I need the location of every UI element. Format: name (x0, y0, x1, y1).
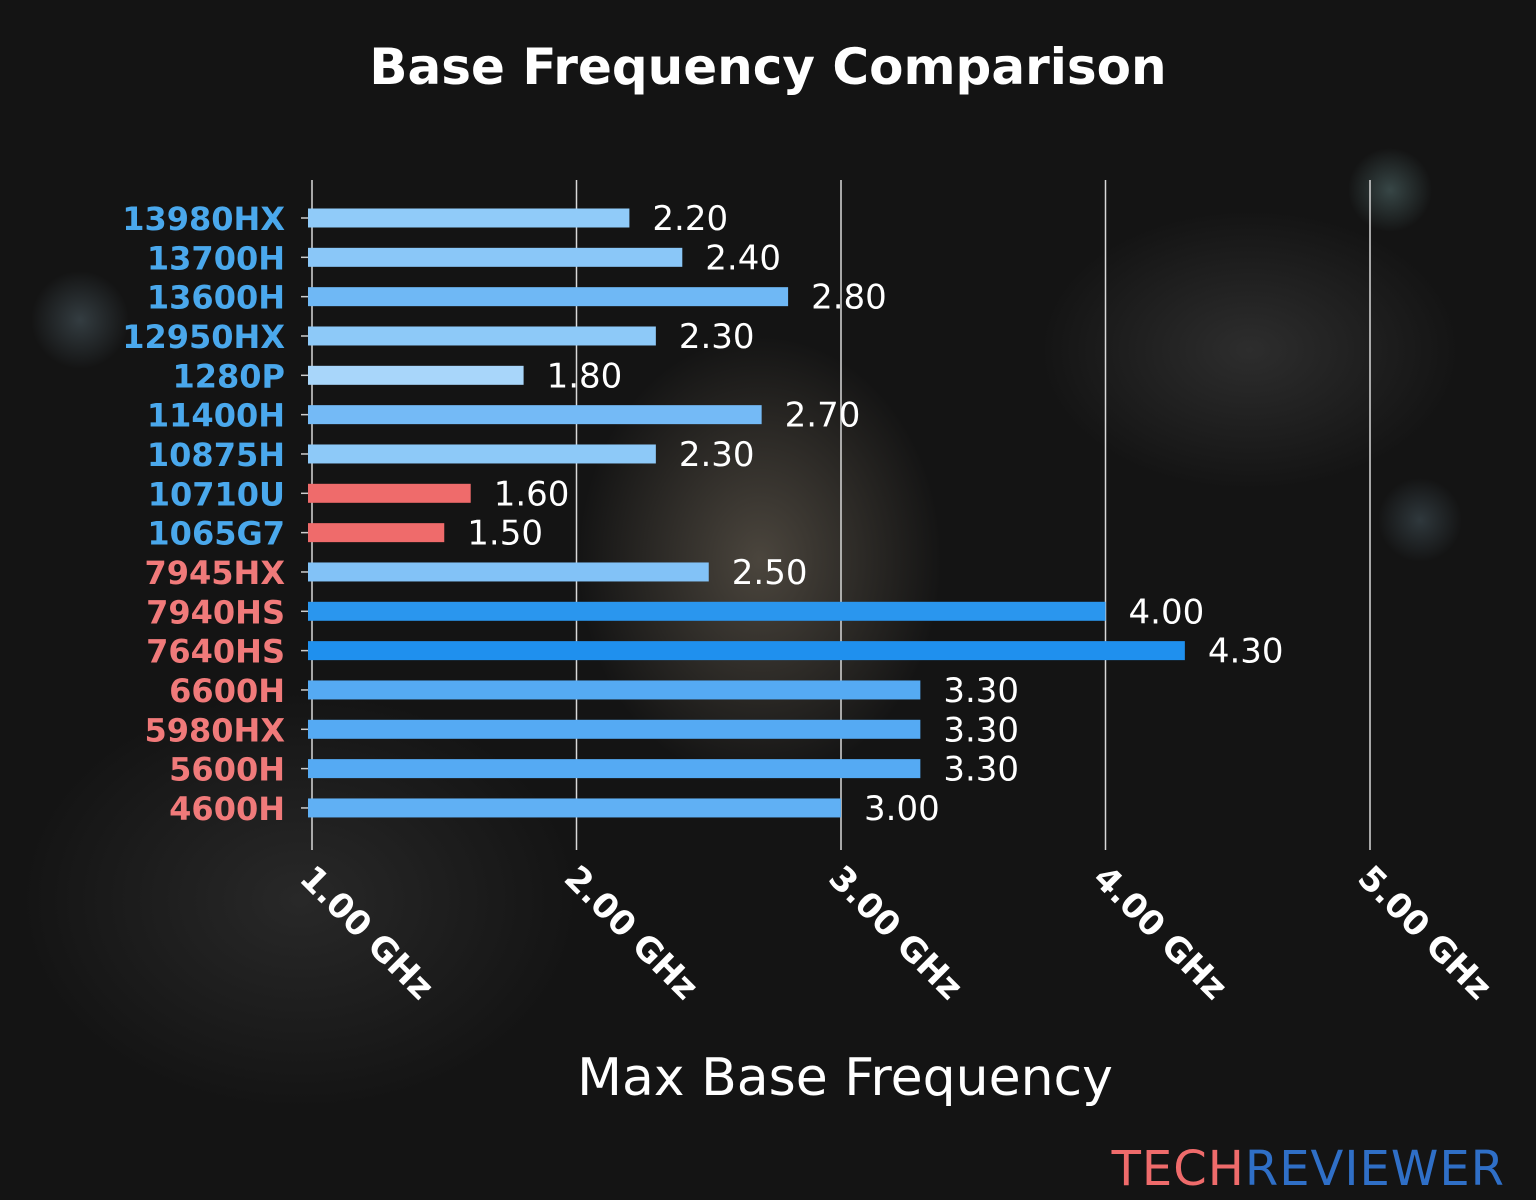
bar (308, 759, 921, 779)
category-label: 12950HX (122, 318, 285, 356)
category-label: 13600H (147, 279, 285, 317)
value-label: 3.30 (943, 710, 1019, 750)
category-label: 1280P (172, 357, 285, 395)
category-label: 13700H (147, 239, 285, 277)
bar (308, 247, 683, 267)
category-label: 10875H (147, 436, 285, 474)
value-label: 3.30 (943, 750, 1019, 790)
logo-reviewer: REVIEWER (1245, 1141, 1505, 1197)
category-label: 5980HX (144, 711, 285, 749)
x-axis-label: Max Base Frequency (577, 1048, 1113, 1108)
x-tick-label: 5.00 GHz (1350, 858, 1500, 1008)
value-label: 2.30 (679, 317, 755, 357)
chart-title: Base Frequency Comparison (369, 38, 1166, 96)
bar (308, 444, 656, 464)
bar (308, 405, 762, 425)
value-label: 3.30 (943, 671, 1019, 711)
bar (308, 719, 921, 739)
bar (308, 641, 1185, 661)
category-label: 4600H (169, 790, 285, 828)
value-label: 2.40 (705, 238, 781, 278)
bar (308, 798, 841, 818)
techreviewer-logo: TECHREVIEWER (1111, 1141, 1505, 1197)
category-label: 7940HS (146, 593, 285, 631)
category-label: 11400H (147, 397, 285, 435)
value-label: 3.00 (864, 789, 940, 829)
value-label: 4.30 (1208, 632, 1284, 672)
value-label: 2.70 (785, 396, 861, 436)
value-label: 2.80 (811, 278, 887, 318)
value-label: 1.80 (547, 356, 623, 396)
category-label: 13980HX (122, 200, 285, 238)
category-label: 7945HX (144, 554, 285, 592)
bar (308, 601, 1106, 621)
value-label: 2.30 (679, 435, 755, 475)
value-label: 4.00 (1129, 592, 1205, 632)
category-label: 10710U (148, 475, 285, 513)
category-label: 7640HS (146, 633, 285, 671)
bar (308, 287, 789, 307)
bar (308, 680, 921, 700)
bar (308, 523, 445, 543)
bar (308, 208, 630, 228)
value-label: 2.50 (732, 553, 808, 593)
bar (308, 562, 709, 582)
value-label: 1.60 (494, 474, 570, 514)
x-tick-label: 3.00 GHz (821, 858, 971, 1008)
x-tick-label: 1.00 GHz (292, 858, 442, 1008)
value-label: 2.20 (652, 199, 728, 239)
bar (308, 483, 471, 503)
x-tick-label: 4.00 GHz (1085, 858, 1235, 1008)
logo-tech: TECH (1111, 1141, 1245, 1197)
value-label: 1.50 (467, 514, 543, 554)
bar (308, 365, 524, 385)
category-label: 5600H (169, 751, 285, 789)
category-label: 1065G7 (147, 515, 285, 553)
bar (308, 326, 656, 346)
x-tick-label: 2.00 GHz (556, 858, 706, 1008)
category-label: 6600H (169, 672, 285, 710)
